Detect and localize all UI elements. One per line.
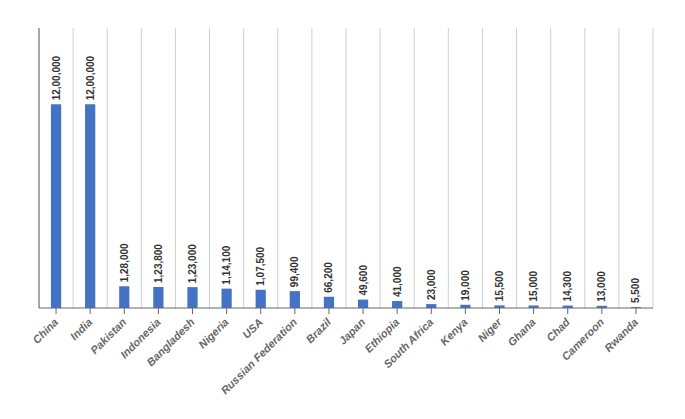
svg-text:1,23,000: 1,23,000 xyxy=(187,244,198,283)
svg-text:12,00,000: 12,00,000 xyxy=(51,55,62,100)
svg-text:Indonesia: Indonesia xyxy=(117,315,163,361)
svg-text:49,600: 49,600 xyxy=(358,265,369,296)
svg-text:5,500: 5,500 xyxy=(630,278,641,303)
svg-text:14,300: 14,300 xyxy=(562,271,573,302)
svg-text:Russian Federation: Russian Federation xyxy=(218,316,299,397)
svg-text:23,000: 23,000 xyxy=(426,269,437,300)
svg-text:12,00,000: 12,00,000 xyxy=(85,55,96,100)
svg-text:Rwanda: Rwanda xyxy=(602,316,640,354)
svg-text:Japan: Japan xyxy=(336,316,367,347)
svg-text:Niger: Niger xyxy=(475,315,504,344)
svg-text:India: India xyxy=(68,316,95,343)
svg-text:1,14,100: 1,14,100 xyxy=(221,245,232,284)
svg-text:Pakistan: Pakistan xyxy=(88,315,129,357)
svg-text:1,28,000: 1,28,000 xyxy=(119,243,130,282)
svg-text:41,000: 41,000 xyxy=(392,266,403,297)
svg-text:1,07,500: 1,07,500 xyxy=(255,246,266,285)
svg-text:99,400: 99,400 xyxy=(289,256,300,287)
svg-text:South Africa: South Africa xyxy=(381,316,435,370)
svg-text:Brazil: Brazil xyxy=(304,315,334,345)
svg-text:USA: USA xyxy=(240,316,265,341)
svg-text:Bangladesh: Bangladesh xyxy=(144,316,197,369)
svg-text:Chad: Chad xyxy=(544,316,572,344)
svg-text:19,000: 19,000 xyxy=(460,270,471,301)
svg-text:Nigeria: Nigeria xyxy=(196,316,231,351)
svg-text:Kenya: Kenya xyxy=(438,316,470,348)
svg-text:Cameroon: Cameroon xyxy=(559,316,606,363)
svg-text:China: China xyxy=(30,316,60,346)
svg-text:1,23,800: 1,23,800 xyxy=(153,244,164,283)
svg-text:15,500: 15,500 xyxy=(494,270,505,301)
svg-text:Ethiopia: Ethiopia xyxy=(362,315,402,355)
svg-text:13,000: 13,000 xyxy=(596,271,607,302)
svg-text:66,200: 66,200 xyxy=(323,262,334,293)
svg-text:15,000: 15,000 xyxy=(528,270,539,301)
svg-text:Ghana: Ghana xyxy=(505,316,538,349)
